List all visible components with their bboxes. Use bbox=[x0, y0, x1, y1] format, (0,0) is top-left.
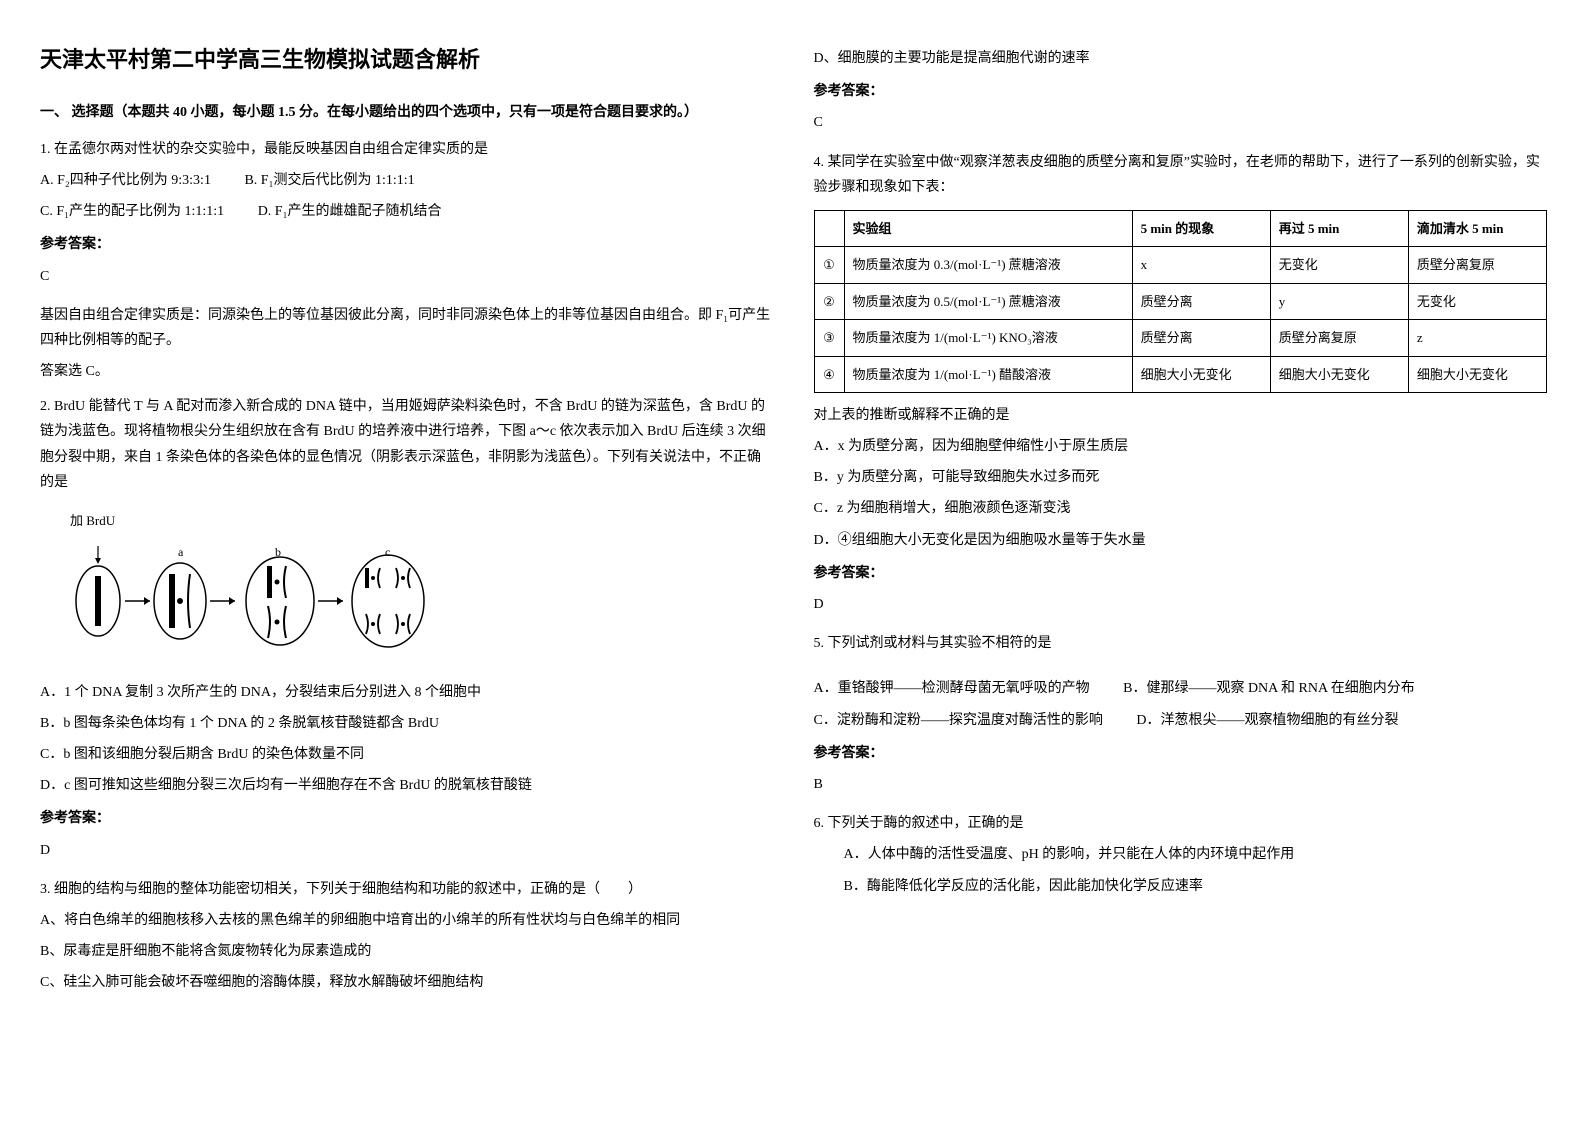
q6-stem: 6. 下列关于酶的叙述中，正确的是 bbox=[814, 811, 1548, 836]
td: 无变化 bbox=[1408, 283, 1546, 319]
q2-answer-label: 参考答案： bbox=[40, 806, 774, 831]
q2-answer: D bbox=[40, 838, 774, 863]
svg-text:a: a bbox=[178, 545, 184, 559]
q5-answer-label: 参考答案： bbox=[814, 741, 1548, 766]
table-row: ④ 物质量浓度为 1/(mol·L⁻¹) 醋酸溶液 细胞大小无变化 细胞大小无变… bbox=[814, 356, 1547, 392]
td: 物质量浓度为 0.3/(mol·L⁻¹) 蔗糖溶液 bbox=[844, 247, 1132, 283]
q6-opt-a: A．人体中酶的活性受温度、pH 的影响，并只能在人体的内环境中起作用 bbox=[844, 842, 1548, 867]
q4-opt-c: C．z 为细胞稍增大，细胞液颜色逐渐变浅 bbox=[814, 496, 1548, 521]
q5-opt-d: D．洋葱根尖——观察植物细胞的有丝分裂 bbox=[1136, 708, 1398, 733]
chromosome-diagram: a b bbox=[70, 536, 430, 656]
td: 细胞大小无变化 bbox=[1270, 356, 1408, 392]
q2-stem: 2. BrdU 能替代 T 与 A 配对而渗入新合成的 DNA 链中，当用姬姆萨… bbox=[40, 394, 774, 495]
q1-opt-b: B. F₁测交后代比例为 1:1:1:1 bbox=[244, 168, 414, 193]
question-6: 6. 下列关于酶的叙述中，正确的是 A．人体中酶的活性受温度、pH 的影响，并只… bbox=[814, 811, 1548, 899]
q1-explain2: 答案选 C。 bbox=[40, 359, 774, 384]
td: y bbox=[1270, 283, 1408, 319]
q5-opt-a: A．重铬酸钾——检测酵母菌无氧呼吸的产物 bbox=[814, 676, 1090, 701]
q4-answer-label: 参考答案： bbox=[814, 561, 1548, 586]
td: ④ bbox=[814, 356, 844, 392]
q5-stem: 5. 下列试剂或材料与其实验不相符的是 bbox=[814, 631, 1548, 656]
q1-opt-c: C. F₁产生的配子比例为 1:1:1:1 bbox=[40, 199, 224, 224]
td: 细胞大小无变化 bbox=[1132, 356, 1270, 392]
q3-answer: C bbox=[814, 110, 1548, 135]
td: ① bbox=[814, 247, 844, 283]
q3-opt-d: D、细胞膜的主要功能是提高细胞代谢的速率 bbox=[814, 46, 1548, 71]
td: 质壁分离 bbox=[1132, 320, 1270, 356]
th-3: 再过 5 min bbox=[1270, 210, 1408, 246]
question-4: 4. 某同学在实验室中做“观察洋葱表皮细胞的质壁分离和复原”实验时，在老师的帮助… bbox=[814, 150, 1548, 618]
q2-opt-b: B．b 图每条染色体均有 1 个 DNA 的 2 条脱氧核苷酸链都含 BrdU bbox=[40, 711, 774, 736]
right-column: D、细胞膜的主要功能是提高细胞代谢的速率 参考答案： C 4. 某同学在实验室中… bbox=[814, 40, 1548, 1005]
td: ③ bbox=[814, 320, 844, 356]
table-row: ③ 物质量浓度为 1/(mol·L⁻¹) KNO₃溶液 质壁分离 质壁分离复原 … bbox=[814, 320, 1547, 356]
td: 质壁分离 bbox=[1132, 283, 1270, 319]
th-0 bbox=[814, 210, 844, 246]
q4-answer: D bbox=[814, 592, 1548, 617]
q2-opt-d: D．c 图可推知这些细胞分裂三次后均有一半细胞存在不含 BrdU 的脱氧核苷酸链 bbox=[40, 773, 774, 798]
q6-opt-b: B．酶能降低化学反应的活化能，因此能加快化学反应速率 bbox=[844, 874, 1548, 899]
q5-opt-c: C．淀粉酶和淀粉——探究温度对酶活性的影响 bbox=[814, 708, 1103, 733]
q4-opt-b: B．y 为质壁分离，可能导致细胞失水过多而死 bbox=[814, 465, 1548, 490]
q4-post: 对上表的推断或解释不正确的是 bbox=[814, 403, 1548, 428]
th-1: 实验组 bbox=[844, 210, 1132, 246]
q5-opt-b: B．健那绿——观察 DNA 和 RNA 在细胞内分布 bbox=[1123, 676, 1415, 701]
question-1: 1. 在孟德尔两对性状的杂交实验中，最能反映基因自由组合定律实质的是 A. F₂… bbox=[40, 137, 774, 385]
td: z bbox=[1408, 320, 1546, 356]
td: 质壁分离复原 bbox=[1408, 247, 1546, 283]
question-5: 5. 下列试剂或材料与其实验不相符的是 A．重铬酸钾——检测酵母菌无氧呼吸的产物… bbox=[814, 631, 1548, 797]
question-2: 2. BrdU 能替代 T 与 A 配对而渗入新合成的 DNA 链中，当用姬姆萨… bbox=[40, 394, 774, 862]
q4-stem: 4. 某同学在实验室中做“观察洋葱表皮细胞的质壁分离和复原”实验时，在老师的帮助… bbox=[814, 150, 1548, 200]
q5-answer: B bbox=[814, 772, 1548, 797]
page-title: 天津太平村第二中学高三生物模拟试题含解析 bbox=[40, 40, 774, 80]
q3-opt-a: A、将白色绵羊的细胞核移入去核的黑色绵羊的卵细胞中培育出的小绵羊的所有性状均与白… bbox=[40, 908, 774, 933]
svg-text:c: c bbox=[385, 545, 390, 559]
q2-diagram: 加 BrdU a b bbox=[70, 509, 774, 666]
th-4: 滴加清水 5 min bbox=[1408, 210, 1546, 246]
q1-answer-label: 参考答案： bbox=[40, 232, 774, 257]
td: 物质量浓度为 1/(mol·L⁻¹) KNO₃溶液 bbox=[844, 320, 1132, 356]
q3-opt-c: C、硅尘入肺可能会破坏吞噬细胞的溶酶体膜，释放水解酶破坏细胞结构 bbox=[40, 970, 774, 995]
q2-opt-a: A．1 个 DNA 复制 3 次所产生的 DNA，分裂结束后分别进入 8 个细胞… bbox=[40, 680, 774, 705]
q4-opt-a: A．x 为质壁分离，因为细胞壁伸缩性小于原生质层 bbox=[814, 434, 1548, 459]
q4-opt-d: D．④组细胞大小无变化是因为细胞吸水量等于失水量 bbox=[814, 528, 1548, 553]
left-column: 天津太平村第二中学高三生物模拟试题含解析 一、 选择题（本题共 40 小题，每小… bbox=[40, 40, 774, 1005]
section-header: 一、 选择题（本题共 40 小题，每小题 1.5 分。在每小题给出的四个选项中，… bbox=[40, 100, 774, 125]
th-2: 5 min 的现象 bbox=[1132, 210, 1270, 246]
q1-explain1: 基因自由组合定律实质是：同源染色上的等位基因彼此分离，同时非同源染色体上的非等位… bbox=[40, 303, 774, 353]
q1-answer: C bbox=[40, 264, 774, 289]
td: x bbox=[1132, 247, 1270, 283]
table-header-row: 实验组 5 min 的现象 再过 5 min 滴加清水 5 min bbox=[814, 210, 1547, 246]
td: ② bbox=[814, 283, 844, 319]
q2-opt-c: C．b 图和该细胞分裂后期含 BrdU 的染色体数量不同 bbox=[40, 742, 774, 767]
td: 细胞大小无变化 bbox=[1408, 356, 1546, 392]
td: 物质量浓度为 0.5/(mol·L⁻¹) 蔗糖溶液 bbox=[844, 283, 1132, 319]
td: 无变化 bbox=[1270, 247, 1408, 283]
q3-stem: 3. 细胞的结构与细胞的整体功能密切相关，下列关于细胞结构和功能的叙述中，正确的… bbox=[40, 877, 774, 902]
q1-opt-d: D. F₁产生的雌雄配子随机结合 bbox=[258, 199, 442, 224]
td: 质壁分离复原 bbox=[1270, 320, 1408, 356]
q2-diagram-label: 加 BrdU bbox=[70, 509, 774, 532]
q3-opt-b: B、尿毒症是肝细胞不能将含氮废物转化为尿素造成的 bbox=[40, 939, 774, 964]
question-3: 3. 细胞的结构与细胞的整体功能密切相关，下列关于细胞结构和功能的叙述中，正确的… bbox=[40, 877, 774, 996]
table-row: ② 物质量浓度为 0.5/(mol·L⁻¹) 蔗糖溶液 质壁分离 y 无变化 bbox=[814, 283, 1547, 319]
q4-table: 实验组 5 min 的现象 再过 5 min 滴加清水 5 min ① 物质量浓… bbox=[814, 210, 1548, 393]
table-row: ① 物质量浓度为 0.3/(mol·L⁻¹) 蔗糖溶液 x 无变化 质壁分离复原 bbox=[814, 247, 1547, 283]
q1-opt-a: A. F₂四种子代比例为 9:3:3:1 bbox=[40, 168, 211, 193]
q1-stem: 1. 在孟德尔两对性状的杂交实验中，最能反映基因自由组合定律实质的是 bbox=[40, 137, 774, 162]
q3-answer-label: 参考答案： bbox=[814, 79, 1548, 104]
td: 物质量浓度为 1/(mol·L⁻¹) 醋酸溶液 bbox=[844, 356, 1132, 392]
